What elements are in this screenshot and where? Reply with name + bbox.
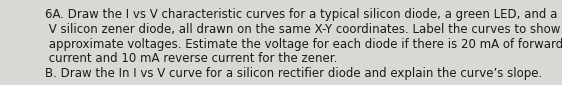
Text: 6A. Draw the I vs V characteristic curves for a typical silicon diode, a green L: 6A. Draw the I vs V characteristic curve… [45,8,562,21]
Text: current and 10 mA reverse current for the zener.: current and 10 mA reverse current for th… [45,52,337,65]
Text: approximate voltages. Estimate the voltage for each diode if there is 20 mA of f: approximate voltages. Estimate the volta… [45,38,562,51]
Text: B. Draw the In I vs V curve for a silicon rectifier diode and explain the curve’: B. Draw the In I vs V curve for a silico… [45,67,542,80]
Text: V silicon zener diode, all drawn on the same X-Y coordinates. Label the curves t: V silicon zener diode, all drawn on the … [45,23,560,36]
